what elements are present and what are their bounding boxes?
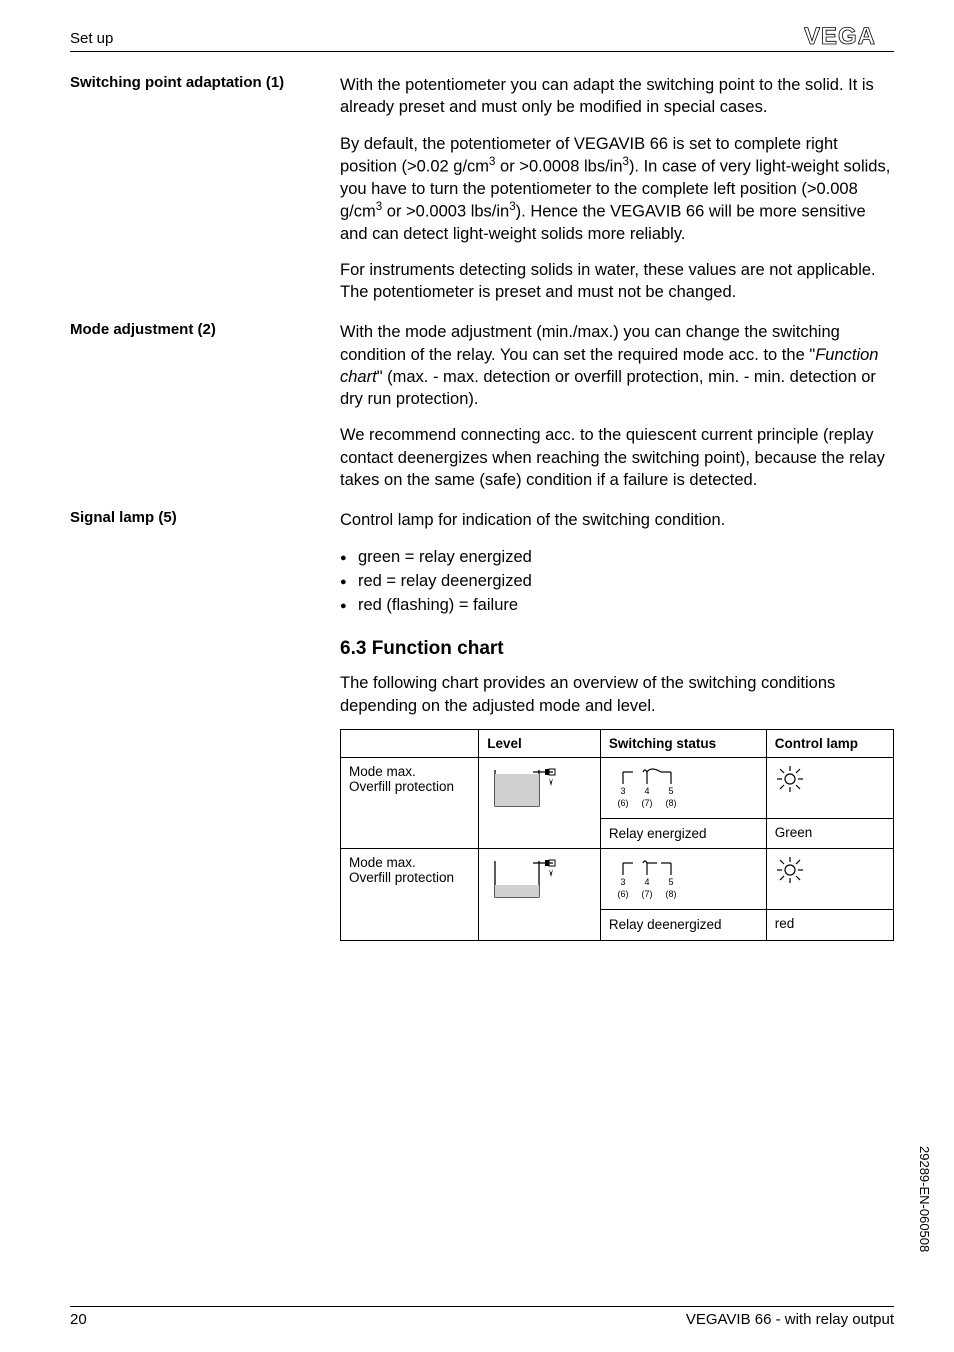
svg-text:4: 4 bbox=[644, 877, 649, 887]
header-rule bbox=[70, 51, 894, 52]
svg-text:5: 5 bbox=[668, 786, 673, 796]
sp-p2-d: or >0.0003 lbs/in bbox=[382, 202, 509, 220]
switching-point-p3: For instruments detecting solids in wate… bbox=[340, 259, 894, 304]
svg-text:5: 5 bbox=[668, 877, 673, 887]
side-document-code: 29289-EN-060508 bbox=[917, 1146, 932, 1252]
section-signal-lamp: Signal lamp (5) Control lamp for indicat… bbox=[70, 509, 894, 618]
cell-mode: Mode max.Overfill protection bbox=[341, 757, 479, 849]
signal-lamp-p1: Control lamp for indication of the switc… bbox=[340, 509, 894, 531]
bullet-red: red = relay deenergized bbox=[358, 570, 894, 592]
mode-adj-p2: We recommend connecting acc. to the quie… bbox=[340, 424, 894, 491]
svg-text:4: 4 bbox=[644, 786, 649, 796]
th-level: Level bbox=[479, 729, 601, 757]
svg-text:VEGA: VEGA bbox=[804, 23, 876, 50]
function-chart-intro: The following chart provides an overview… bbox=[340, 672, 894, 717]
section-mode-adjustment: Mode adjustment (2) With the mode adjust… bbox=[70, 321, 894, 491]
mode-adj-p1: With the mode adjustment (min./max.) you… bbox=[340, 321, 894, 410]
cell-lamp-icon bbox=[766, 849, 893, 910]
svg-text:(8): (8) bbox=[665, 798, 676, 808]
svg-text:3: 3 bbox=[620, 786, 625, 796]
section-switching-point: Switching point adaptation (1) With the … bbox=[70, 74, 894, 303]
th-lamp: Control lamp bbox=[766, 729, 893, 757]
doc-title: VEGAVIB 66 - with relay output bbox=[686, 1311, 894, 1328]
function-chart-heading: 6.3 Function chart bbox=[340, 638, 894, 660]
cell-lamp-text: Green bbox=[766, 818, 893, 849]
switching-point-p2: By default, the potentiometer of VEGAVIB… bbox=[340, 133, 894, 245]
svg-text:(6): (6) bbox=[617, 798, 628, 808]
th-status: Switching status bbox=[600, 729, 766, 757]
ma-p1-a: With the mode adjustment (min./max.) you… bbox=[340, 323, 840, 363]
svg-text:(7): (7) bbox=[641, 889, 652, 899]
svg-text:(7): (7) bbox=[641, 798, 652, 808]
bullet-green: green = relay energized bbox=[358, 546, 894, 568]
table-row: Mode max.Overfill protection 3 4 5 (6) (… bbox=[341, 849, 894, 910]
sp-p2-b: or >0.0008 lbs/in bbox=[495, 157, 622, 175]
cell-level bbox=[479, 757, 601, 849]
cell-status-text: Relay energized bbox=[600, 818, 766, 849]
cell-lamp-icon bbox=[766, 757, 893, 818]
bullet-red-flash: red (flashing) = failure bbox=[358, 594, 894, 616]
cell-switching-diagram: 3 4 5 (6) (7) (8) bbox=[600, 849, 766, 910]
svg-text:(8): (8) bbox=[665, 889, 676, 899]
cell-level bbox=[479, 849, 601, 941]
label-signal-lamp: Signal lamp (5) bbox=[70, 509, 340, 618]
page-number: 20 bbox=[70, 1311, 87, 1328]
function-chart-table: Level Switching status Control lamp Mode… bbox=[340, 729, 894, 941]
switching-point-p1: With the potentiometer you can adapt the… bbox=[340, 74, 894, 119]
cell-mode: Mode max.Overfill protection bbox=[341, 849, 479, 941]
cell-switching-diagram: 3 4 5 (6) (7) (8) bbox=[600, 757, 766, 818]
table-row: Mode max.Overfill protection 3 4 5 (6) (… bbox=[341, 757, 894, 818]
th-mode bbox=[341, 729, 479, 757]
label-switching-point: Switching point adaptation (1) bbox=[70, 74, 340, 303]
svg-text:(6): (6) bbox=[617, 889, 628, 899]
cell-status-text: Relay deenergized bbox=[600, 910, 766, 941]
signal-lamp-bullets: green = relay energized red = relay deen… bbox=[340, 546, 894, 617]
running-header: Set up bbox=[70, 30, 894, 47]
ma-p1-b: " (max. - max. detection or overfill pro… bbox=[340, 368, 876, 408]
brand-logo: VEGA bbox=[804, 22, 894, 55]
cell-lamp-text: red bbox=[766, 910, 893, 941]
svg-text:3: 3 bbox=[620, 877, 625, 887]
page-footer: 20 VEGAVIB 66 - with relay output bbox=[70, 1306, 894, 1328]
label-mode-adjustment: Mode adjustment (2) bbox=[70, 321, 340, 491]
footer-rule bbox=[70, 1306, 894, 1307]
